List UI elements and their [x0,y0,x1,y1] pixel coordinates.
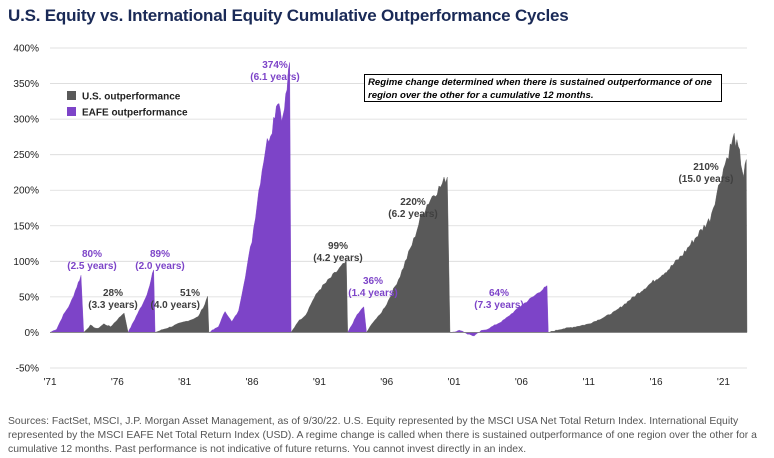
annotation-duration: (2.0 years) [135,261,184,272]
x-tick-label: '16 [650,377,663,388]
legend-label: EAFE outperformance [82,108,188,119]
legend-label: U.S. outperformance [82,92,181,103]
x-tick-label: '06 [515,377,528,388]
annotation-duration: (15.0 years) [678,174,733,185]
axis-layer: -50% 0% 50% 100% 150% 200% 250% 300% 350% 400% '71… [13,44,747,388]
annotation-duration: (7.3 years) [474,300,523,311]
x-tick-label: '91 [313,377,326,388]
legend-layer: U.S. outperformance EAFE outperformance [67,91,188,119]
x-tick-label: '11 [583,377,596,388]
eafe-outperformance-area [49,275,84,333]
x-tick-label: '76 [111,377,124,388]
legend-swatch [67,107,76,116]
annotation-value: 99% [328,241,348,252]
annotation-value: 36% [363,276,383,287]
y-tick-label: -50% [16,364,39,375]
y-tick-label: 100% [13,257,39,268]
annotation-value: 28% [103,288,123,299]
y-tick-label: 200% [13,186,39,197]
us-outperformance-area [290,259,348,333]
annotation-value: 51% [180,288,200,299]
annotation-duration: (6.1 years) [250,72,299,83]
us-outperformance-area [548,133,748,333]
x-tick-label: '21 [717,377,730,388]
annotation-value: 220% [400,197,426,208]
eafe-outperformance-area [127,269,156,333]
us-outperformance-area [155,296,210,333]
y-tick-label: 0% [25,328,40,339]
y-tick-label: 150% [13,221,39,232]
sources-footnote: Sources: FactSet, MSCI, J.P. Morgan Asse… [8,416,757,455]
x-tick-label: '81 [178,377,191,388]
annotation-layer: 80%(2.5 years) 28%(3.3 years) 89%(2.0 year… [67,60,733,311]
annotation-duration: (4.0 years) [151,300,200,311]
eafe-outperformance-area [208,62,292,333]
annotation-duration: (4.2 years) [313,253,362,264]
annotation-value: 374% [262,60,288,71]
y-tick-label: 400% [13,44,39,55]
y-tick-label: 350% [13,79,39,90]
x-tick-label: '01 [448,377,461,388]
annotation-duration: (2.5 years) [67,261,116,272]
us-outperformance-area [83,312,129,333]
x-tick-label: '86 [246,377,259,388]
regime-note: Regime change determined when there is s… [364,74,722,102]
y-tick-label: 50% [19,292,39,303]
us-outperformance-area [366,176,451,333]
x-tick-label: '71 [43,377,56,388]
annotation-value: 210% [693,162,719,173]
y-tick-label: 250% [13,150,39,161]
eafe-outperformance-area [347,306,367,333]
x-tick-label: '96 [380,377,393,388]
chart-svg: -50% 0% 50% 100% 150% 200% 250% 300% 350% 400% '71… [13,44,748,388]
annotation-value: 64% [489,288,509,299]
eafe-outperformance-area [450,285,549,337]
legend-swatch [67,91,76,100]
area-layer [49,62,748,337]
chart-title: U.S. Equity vs. International Equity Cum… [8,6,569,25]
annotation-value: 80% [82,249,102,260]
annotation-value: 89% [150,249,170,260]
y-tick-label: 300% [13,115,39,126]
annotation-duration: (3.3 years) [88,300,137,311]
annotation-duration: (1.4 years) [348,288,397,299]
annotation-duration: (6.2 years) [388,209,437,220]
